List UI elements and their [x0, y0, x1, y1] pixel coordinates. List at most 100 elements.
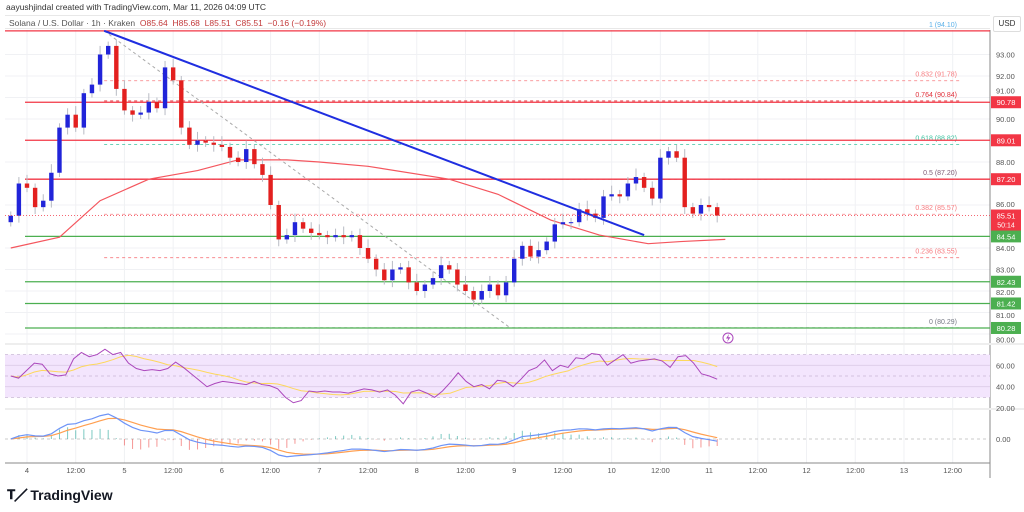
- time-axis-label: 12:00: [651, 466, 670, 475]
- candle-bearish: [317, 232, 322, 236]
- price-label-box: [991, 230, 1021, 243]
- time-axis-label: 12: [802, 466, 810, 475]
- price-label: 82.43: [997, 278, 1016, 287]
- candle-bearish: [32, 187, 38, 208]
- rsi-ma-line: [10, 354, 718, 396]
- time-axis-label: 10: [607, 466, 615, 475]
- ohlc-high: H85.68: [172, 18, 200, 28]
- lightning-icon-circle: [722, 332, 734, 344]
- price-axis-label: 84.00: [996, 244, 1015, 253]
- ohlc-open: O85.64: [139, 18, 168, 28]
- candle-bullish: [609, 194, 614, 197]
- candle-bullish: [244, 149, 249, 162]
- time-axis-label: 12:00: [66, 466, 85, 475]
- price-axis-label: 86.00: [996, 200, 1015, 209]
- candle-bearish: [309, 228, 314, 233]
- candle-bearish: [24, 183, 30, 188]
- price-label-box: [991, 321, 1021, 334]
- macd-axis-label: 0.00: [996, 435, 1011, 444]
- candle-bullish: [8, 215, 13, 223]
- candle-bullish: [430, 278, 436, 285]
- price-axis-label: 92.00: [996, 72, 1015, 81]
- price-label-box: [991, 173, 1021, 186]
- candle-bearish: [114, 45, 119, 89]
- candle-bearish: [203, 140, 208, 143]
- candle-bullish: [106, 45, 111, 55]
- candle-bearish: [268, 174, 273, 205]
- tradingview-logo: 𝐓╱ TradingView: [7, 487, 113, 503]
- candle-bearish: [706, 205, 712, 208]
- price-change: −0.16 (−0.19%): [267, 18, 327, 28]
- candle-bullish: [601, 196, 606, 218]
- fib-level-label: 0.382 (85.57): [915, 205, 957, 212]
- candle-bullish: [333, 235, 338, 238]
- lightning-icon: [722, 332, 734, 344]
- candle-bullish: [390, 269, 395, 281]
- macd-line: [10, 413, 718, 458]
- candle-bullish: [422, 284, 428, 291]
- candle-bearish: [300, 222, 306, 229]
- symbol-name[interactable]: Solana / U.S. Dollar · 1h · Kraken: [9, 18, 136, 28]
- time-axis-label: 6: [220, 466, 224, 475]
- candle-bearish: [715, 207, 720, 216]
- candle-bullish: [487, 284, 493, 291]
- candle-bearish: [154, 101, 160, 109]
- ohlc-low: L85.51: [204, 18, 231, 28]
- time-axis-label: 12:00: [359, 466, 378, 475]
- price-label: 90.78: [997, 98, 1016, 107]
- candle-bullish: [560, 222, 566, 225]
- candle-countdown: 50:14: [997, 223, 1015, 230]
- price-axis-label: 83.00: [996, 266, 1015, 275]
- fib-level-label: 0.5 (87.20): [923, 170, 957, 177]
- candle-bullish: [146, 101, 151, 113]
- candle-bullish: [658, 157, 663, 199]
- candle-bullish: [544, 241, 549, 251]
- price-label-box: [991, 297, 1021, 310]
- candle-bullish: [97, 54, 103, 85]
- rsi-axis-label: 40.00: [996, 383, 1015, 392]
- time-axis-label: 4: [25, 466, 29, 475]
- candle-bullish: [512, 258, 517, 283]
- candle-bullish: [438, 265, 444, 279]
- candle-bearish: [406, 267, 411, 283]
- candle-bullish: [162, 67, 168, 109]
- candle-bearish: [357, 235, 363, 248]
- fib-level-label: 0.236 (83.55): [915, 249, 957, 256]
- time-axis-label: 12:00: [943, 466, 962, 475]
- candle-bearish: [252, 149, 257, 165]
- candle-bullish: [16, 183, 22, 216]
- current-price-label: 85.51: [997, 212, 1016, 221]
- candle-bearish: [170, 67, 176, 81]
- candle-bearish: [365, 248, 371, 259]
- candles: [8, 39, 720, 307]
- candle-bullish: [698, 205, 704, 214]
- time-axis-label: 9: [512, 466, 516, 475]
- price-axis-label: 93.00: [996, 51, 1015, 60]
- price-axis-label: 88.00: [996, 158, 1015, 167]
- candle-bullish: [349, 235, 354, 238]
- candle-bullish: [552, 224, 557, 242]
- symbol-legend: Solana / U.S. Dollar · 1h · Kraken O85.6…: [5, 15, 990, 29]
- tradingview-logo-icon: 𝐓╱: [7, 487, 27, 502]
- candle-bearish: [276, 205, 281, 240]
- candle-bullish: [284, 235, 290, 240]
- candle-bullish: [625, 183, 631, 197]
- time-axis-label: 11: [705, 466, 713, 475]
- fib-level-label: 0.832 (91.78): [915, 72, 957, 79]
- candle-bearish: [260, 164, 265, 175]
- candle-bearish: [463, 284, 468, 291]
- candle-bearish: [187, 127, 192, 145]
- fib-level-label: 0 (80.29): [929, 319, 957, 326]
- grid: [5, 30, 990, 463]
- candle-bullish: [138, 112, 143, 115]
- price-axis-label: 82.00: [996, 288, 1015, 297]
- candle-bearish: [414, 282, 419, 291]
- candle-bearish: [382, 269, 387, 281]
- currency-button[interactable]: USD: [993, 16, 1021, 32]
- candle-bullish: [666, 151, 671, 158]
- candle-bullish: [568, 222, 574, 224]
- candle-bullish: [536, 250, 541, 257]
- time-axis-label: 7: [317, 466, 321, 475]
- moving-average-line: [10, 159, 726, 249]
